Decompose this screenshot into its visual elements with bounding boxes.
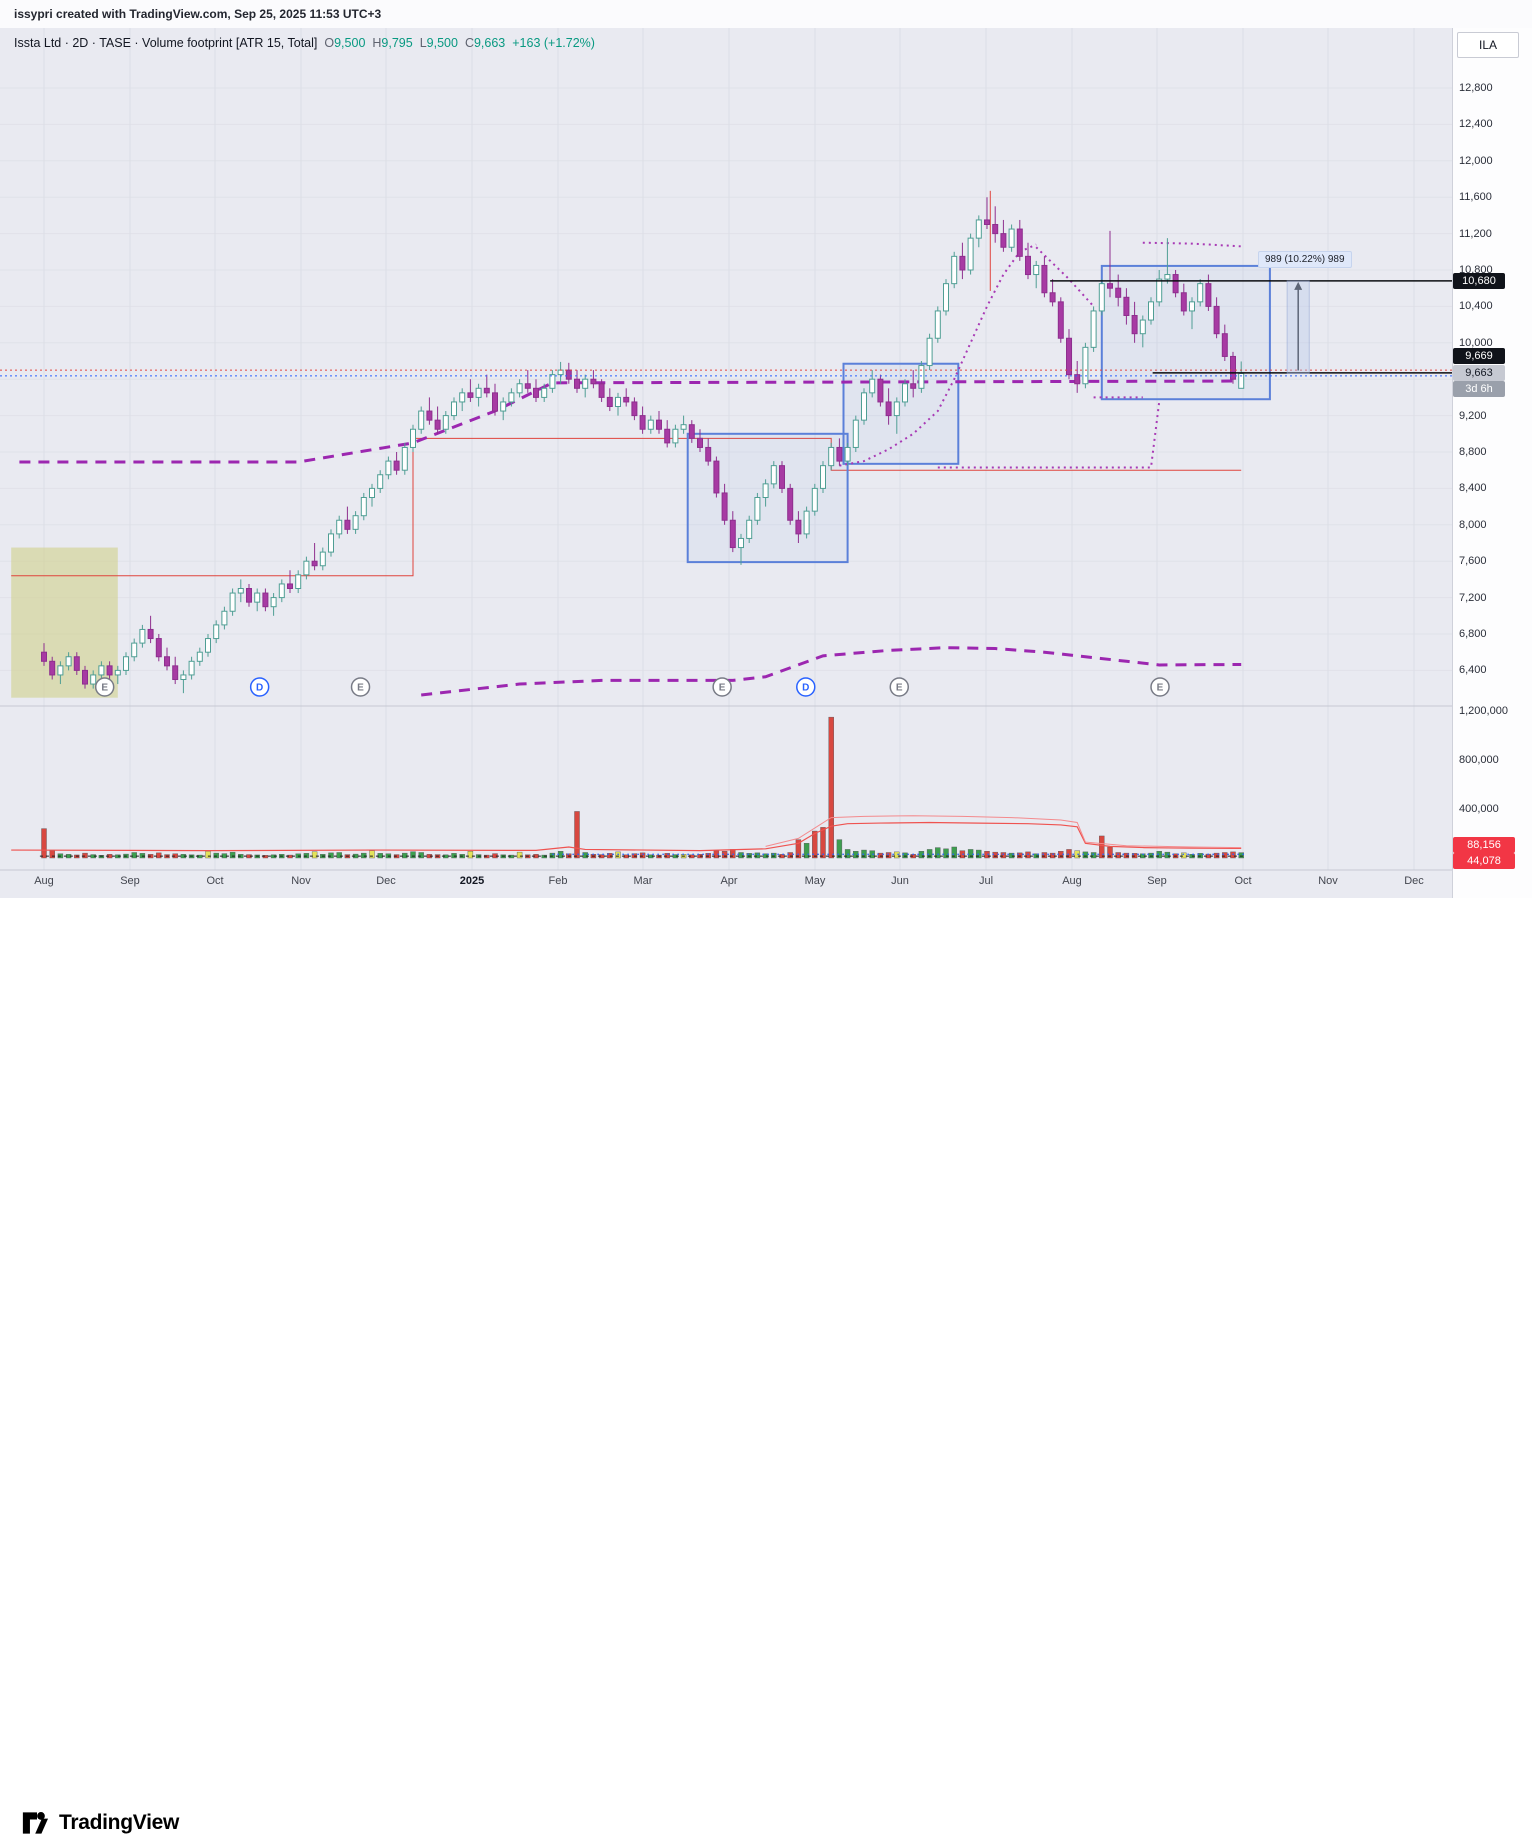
target-price-label: 10,680: [1453, 273, 1505, 289]
tradingview-logo-icon: [22, 1812, 49, 1834]
time-axis-label: 2025: [459, 875, 485, 887]
bar-countdown-label: 3d 6h: [1453, 381, 1505, 397]
price-tick: 6,800: [1459, 628, 1487, 640]
measure-tool[interactable]: [1286, 280, 1310, 374]
price-tick: 8,400: [1459, 482, 1487, 495]
volume-value-label-2: 44,078: [1453, 853, 1515, 869]
price-tick: 12,800: [1459, 82, 1493, 94]
chart-plot-background[interactable]: [0, 28, 1452, 898]
volume-value-label-1: 88,156: [1453, 837, 1515, 853]
time-axis-label: Nov: [291, 875, 311, 887]
svg-text:E: E: [719, 683, 726, 694]
price-tick: 8,800: [1459, 446, 1487, 458]
dividend-marker[interactable]: D: [796, 677, 816, 697]
volume-tick: 400,000: [1459, 803, 1499, 815]
earnings-marker[interactable]: E: [350, 677, 371, 697]
time-axis-label: Oct: [206, 875, 224, 887]
time-axis-label: Apr: [720, 875, 738, 887]
price-tick: 11,600: [1459, 191, 1492, 204]
high-value: 9,795: [381, 36, 413, 50]
horizontal-price-lines[interactable]: [0, 280, 1452, 377]
open-label: O: [324, 36, 335, 50]
high-label: H: [372, 36, 382, 50]
tradingview-wordmark: TradingView: [59, 1811, 180, 1834]
symbol-legend[interactable]: Issta Ltd · 2D · TASE · Volume footprint…: [14, 36, 595, 50]
dividend-marker[interactable]: D: [249, 677, 270, 697]
blue-box: [1100, 264, 1271, 401]
price-tick: 6,400: [1459, 664, 1487, 677]
change-value: +163 (+1.72%): [512, 36, 595, 50]
price-tick: 12,400: [1459, 118, 1493, 131]
price-axis-panel[interactable]: [1452, 28, 1532, 898]
time-axis-label: Sep: [1147, 875, 1167, 887]
price-tick: 7,600: [1459, 555, 1487, 568]
symbol-ticker-badge: ILA: [1457, 32, 1519, 58]
earnings-marker[interactable]: E: [712, 677, 732, 697]
time-axis-label: Nov: [1318, 875, 1338, 887]
earnings-marker[interactable]: E: [94, 677, 115, 697]
price-tick: 7,200: [1459, 591, 1487, 604]
footer-bar: TradingView: [0, 898, 1532, 1834]
svg-text:E: E: [896, 683, 903, 694]
volume-tick: 1,200,000: [1459, 705, 1508, 717]
price-tick: 9,200: [1459, 409, 1487, 422]
open-value: 9,500: [334, 36, 366, 50]
svg-text:D: D: [802, 683, 809, 694]
volume-ma-lines[interactable]: [11, 815, 1246, 857]
time-axis-label: Dec: [376, 875, 396, 887]
measure-label[interactable]: 989 (10.22%) 989: [1258, 251, 1352, 268]
purple-dotted-lines[interactable]: [839, 241, 1242, 469]
time-axis-label: Feb: [548, 875, 568, 887]
symbol-title[interactable]: Issta Ltd · 2D · TASE · Volume footprint…: [14, 36, 318, 50]
attribution-bar: issypri created with TradingView.com, Se…: [0, 0, 1532, 28]
time-axis-label: Mar: [633, 875, 653, 887]
time-axis-label: Jun: [891, 875, 909, 887]
low-label: L: [419, 36, 427, 50]
price-tick: 11,200: [1459, 227, 1492, 240]
close-label: C: [464, 36, 474, 50]
price-tick: 8,000: [1459, 518, 1487, 531]
svg-text:E: E: [101, 683, 108, 694]
blue-box: [842, 362, 960, 465]
candles-layer[interactable]: [41, 197, 1245, 694]
price-tick: 10,400: [1459, 300, 1493, 313]
time-axis-label: Aug: [1062, 875, 1082, 887]
tradingview-logo-link[interactable]: TradingView: [22, 1810, 179, 1836]
low-value: 9,500: [426, 36, 458, 50]
earnings-marker[interactable]: E: [889, 677, 910, 697]
prev-close-price-label: 9,663: [1453, 365, 1505, 381]
volume-tick: 800,000: [1459, 754, 1499, 766]
attribution-text: issypri created with TradingView.com, Se…: [14, 7, 382, 21]
earnings-marker[interactable]: E: [1150, 677, 1170, 697]
time-axis-label: Aug: [34, 875, 54, 887]
current-price-label: 9,669: [1453, 348, 1505, 364]
purple-dashed-lines[interactable]: [19, 379, 1242, 697]
svg-text:D: D: [256, 683, 263, 694]
time-axis-label: Jul: [978, 875, 994, 887]
price-tick: 12,000: [1459, 154, 1493, 167]
price-tick: 10,000: [1459, 336, 1493, 349]
time-axis-label: Sep: [120, 875, 140, 887]
close-value: 9,663: [473, 36, 506, 50]
svg-text:E: E: [357, 683, 364, 694]
time-axis-label: Dec: [1404, 875, 1424, 887]
red-level-lines[interactable]: [11, 190, 1242, 577]
time-axis-label: May: [804, 875, 826, 887]
svg-text:E: E: [1157, 683, 1164, 694]
time-axis-label: Oct: [1234, 875, 1252, 887]
